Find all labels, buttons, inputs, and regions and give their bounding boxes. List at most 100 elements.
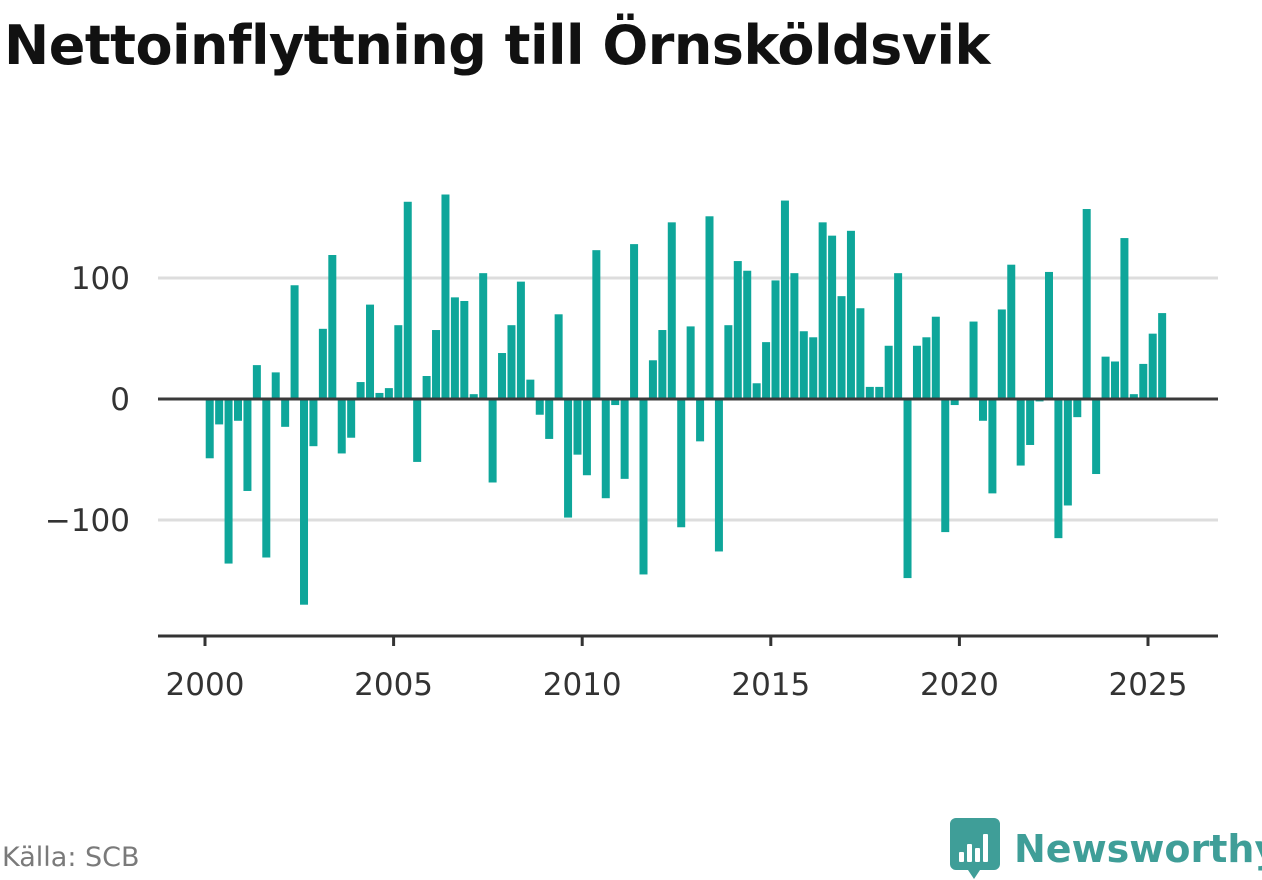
bar: [846, 230, 855, 399]
bar: [818, 222, 827, 399]
y-tick-label: 0: [110, 382, 130, 418]
bar: [790, 273, 799, 399]
bar: [1063, 399, 1072, 506]
bar: [978, 399, 987, 421]
bar: [1007, 264, 1016, 399]
bar: [450, 297, 459, 399]
bar: [941, 399, 950, 533]
bar: [922, 337, 931, 399]
bar: [243, 399, 252, 491]
bar: [224, 399, 233, 564]
bar: [837, 296, 846, 399]
bar: [705, 216, 714, 399]
bar: [677, 399, 686, 528]
bar: [573, 399, 582, 455]
bar: [592, 250, 601, 399]
bar: [1148, 333, 1157, 399]
x-tick-label: 2010: [543, 667, 622, 703]
bar: [1026, 399, 1035, 445]
chart-title: Nettoinflyttning till Örnsköldsvik: [4, 14, 990, 77]
bar: [1158, 313, 1167, 399]
bar: [554, 314, 563, 399]
bar: [309, 399, 318, 447]
bar: [469, 394, 478, 399]
bar: [460, 300, 469, 399]
bar: [743, 270, 752, 399]
bar: [1092, 399, 1101, 475]
bar: [667, 222, 676, 399]
bar: [828, 235, 837, 399]
bar: [752, 383, 761, 399]
bar: [262, 399, 271, 558]
bar: [507, 325, 516, 399]
bar: [894, 273, 903, 399]
axes: 100 0 −100 2000 2005 2010 2015 2020 2025: [45, 261, 1218, 703]
bar: [799, 331, 808, 399]
y-tick-label: −100: [45, 503, 130, 539]
bar: [865, 386, 874, 399]
bar: [630, 244, 639, 399]
bar: [337, 399, 346, 454]
bar: [394, 325, 403, 399]
bar: [601, 399, 610, 499]
bar: [639, 399, 648, 575]
bar: [252, 365, 261, 399]
bar: [733, 261, 742, 399]
bar: [328, 255, 337, 399]
bar: [724, 325, 733, 399]
bar: [969, 321, 978, 399]
bar: [1110, 361, 1119, 399]
bar: [686, 326, 695, 399]
bar: [564, 399, 573, 518]
bar: [658, 330, 667, 399]
bar: [516, 281, 525, 399]
bar: [403, 201, 412, 399]
bar: [875, 386, 884, 399]
bar: [582, 399, 591, 476]
bar: [1016, 399, 1025, 466]
x-tick-label: 2025: [1109, 667, 1188, 703]
bar: [988, 399, 997, 494]
bar: [620, 399, 629, 479]
bar: [912, 345, 921, 399]
bar: [1139, 363, 1148, 399]
bar: [1082, 209, 1091, 399]
bar: [498, 353, 507, 399]
bar: [488, 399, 497, 483]
bar: [441, 194, 450, 399]
bar: [780, 200, 789, 399]
bar: [931, 316, 940, 399]
bar: [856, 308, 865, 399]
bar: [696, 399, 705, 442]
bar: [648, 360, 657, 399]
bar: [234, 399, 242, 421]
bar: [1129, 394, 1138, 399]
bar: [375, 392, 384, 399]
bar: [432, 330, 441, 399]
bar: [545, 399, 554, 439]
bar: [997, 309, 1006, 399]
bar: [884, 345, 893, 399]
newsworthy-logo-icon: [950, 818, 1000, 879]
bar-chart: 100 0 −100 2000 2005 2010 2015 2020 2025: [45, 194, 1218, 703]
bar: [535, 399, 544, 415]
bar: [300, 399, 309, 605]
bar: [1120, 238, 1129, 399]
bar: [771, 280, 780, 399]
bar: [762, 342, 771, 399]
bar: [526, 379, 535, 399]
bar: [1054, 399, 1063, 539]
bar: [356, 382, 365, 399]
bar: [809, 337, 818, 399]
bar: [611, 399, 620, 406]
x-tick-label: 2005: [354, 667, 433, 703]
bar: [215, 399, 224, 425]
bar: [384, 388, 393, 399]
bar: [318, 328, 327, 399]
brand-name: Newsworthy: [1014, 827, 1262, 871]
bar: [347, 399, 356, 438]
bar: [366, 304, 375, 399]
y-tick-label: 100: [71, 261, 130, 297]
bar: [205, 399, 214, 459]
newsworthy-brand: Newsworthy: [950, 818, 1262, 880]
